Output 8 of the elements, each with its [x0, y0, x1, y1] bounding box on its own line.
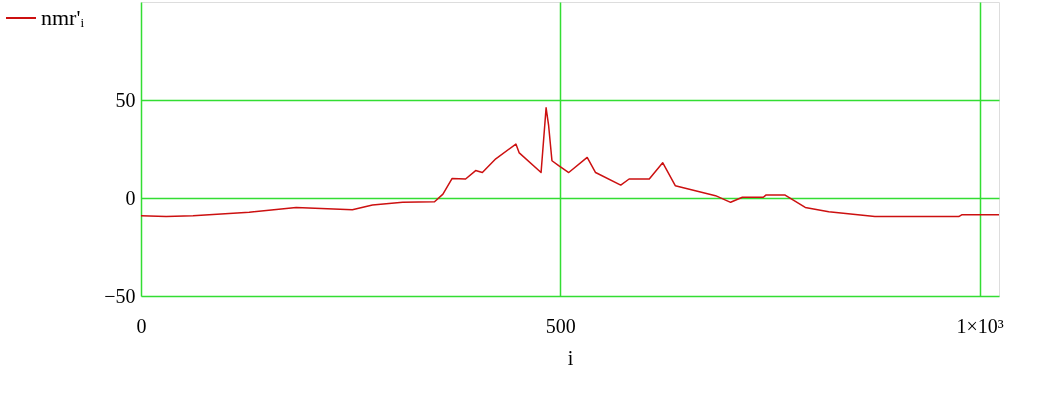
- x-tick-label: 1×10³: [956, 314, 1004, 337]
- y-tick-label: 50: [115, 88, 136, 111]
- y-tick-label: −50: [104, 284, 136, 307]
- line-series: [140, 107, 1000, 218]
- x-axis-title: i: [567, 346, 574, 369]
- x-tick-label: 500: [545, 314, 576, 337]
- legend-label: nmr'ᵢ: [41, 5, 85, 30]
- y-tick-label: 0: [125, 186, 136, 209]
